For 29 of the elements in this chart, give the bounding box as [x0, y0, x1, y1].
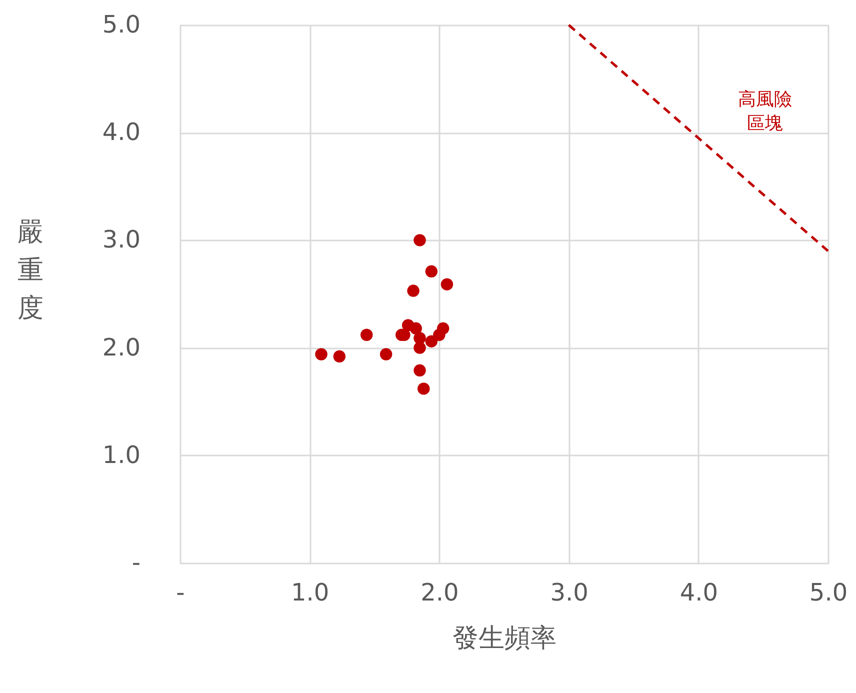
- point: [333, 350, 346, 363]
- point: [425, 335, 438, 348]
- x-tick-label: 4.0: [680, 578, 718, 606]
- y-tick-label: 3.0: [102, 226, 140, 254]
- x-axis-title: 發生頻率: [452, 624, 556, 654]
- x-tick-label: -: [176, 578, 185, 606]
- point: [436, 322, 450, 335]
- x-tick-label: 2.0: [420, 578, 459, 606]
- x-tick-label: 1.0: [291, 578, 330, 606]
- point: [315, 348, 328, 360]
- y-tick-label: 5.0: [102, 10, 140, 38]
- y-axis-title: 嚴重度: [18, 218, 44, 324]
- point: [418, 382, 430, 395]
- point: [440, 278, 454, 290]
- y-tick-label: 4.0: [102, 118, 140, 146]
- point: [407, 284, 420, 297]
- point: [380, 348, 392, 360]
- point: [414, 364, 426, 377]
- y-tick-label: 2.0: [102, 333, 140, 362]
- y-tick-label: 1.0: [102, 440, 140, 469]
- point: [425, 265, 438, 278]
- x-tick-label: 3.0: [550, 578, 588, 606]
- point: [414, 234, 426, 246]
- x-tick-label: 5.0: [809, 578, 848, 606]
- point: [410, 322, 422, 335]
- y-tick-label: -: [132, 548, 140, 576]
- point: [414, 342, 426, 354]
- annotation: 高風險區塊: [738, 89, 792, 134]
- point: [360, 328, 373, 341]
